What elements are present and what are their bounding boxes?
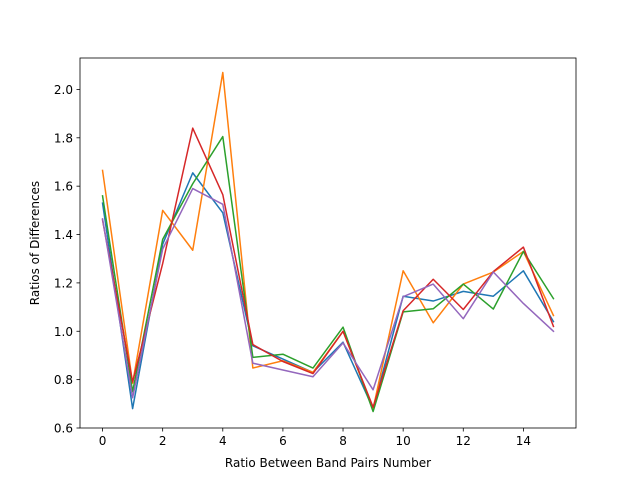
y-tick-label: 0.8 <box>54 373 73 387</box>
x-tick-label: 6 <box>279 434 287 448</box>
y-axis-ticks: 0.6 0.8 1.0 1.2 1.4 1.6 1.8 2.0 <box>54 83 80 436</box>
y-tick-label: 2.0 <box>54 83 73 97</box>
x-tick-label: 14 <box>516 434 531 448</box>
y-tick-label: 0.6 <box>54 422 73 436</box>
y-tick-label: 1.4 <box>54 228 73 242</box>
y-axis-label: Ratios of Differences <box>28 181 42 305</box>
x-tick-label: 0 <box>99 434 107 448</box>
series-line-5 <box>101 187 555 399</box>
y-tick-label: 1.0 <box>54 325 73 339</box>
x-tick-label: 2 <box>159 434 167 448</box>
series-line-3 <box>101 135 555 413</box>
y-tick-label: 1.8 <box>54 131 73 145</box>
x-axis-label: Ratio Between Band Pairs Number <box>225 456 431 470</box>
series-layer <box>101 71 555 413</box>
x-tick-label: 4 <box>219 434 227 448</box>
x-tick-label: 10 <box>396 434 411 448</box>
series-line-1 <box>101 172 555 410</box>
y-tick-label: 1.6 <box>54 180 73 194</box>
plot-frame <box>79 57 577 429</box>
x-tick-label: 12 <box>456 434 471 448</box>
y-tick-label: 1.2 <box>54 276 73 290</box>
x-tick-label: 8 <box>339 434 347 448</box>
x-axis-ticks: 0 2 4 6 8 10 12 14 <box>99 428 531 448</box>
series-line-4 <box>101 127 555 408</box>
